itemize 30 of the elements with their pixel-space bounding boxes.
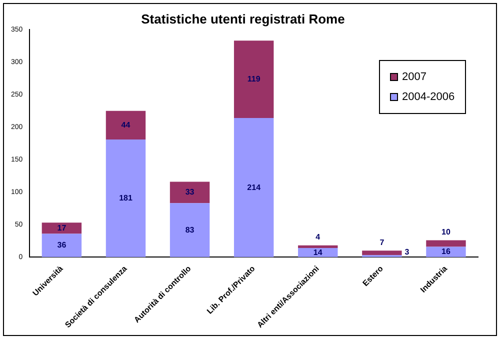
bar: [170, 182, 210, 204]
legend-label: 2007: [401, 70, 428, 85]
data-label: 214: [247, 182, 262, 192]
data-label: 119: [247, 74, 261, 84]
bar: [106, 139, 146, 258]
data-label: 36: [57, 240, 67, 250]
bar: [362, 250, 402, 256]
bar: [170, 203, 210, 258]
bar: [426, 240, 466, 247]
data-label: 181: [119, 193, 133, 202]
bar: [298, 248, 338, 258]
bar: [42, 222, 82, 234]
bar: [298, 245, 338, 248]
chart-title: Statistiche utenti registrati Rome: [141, 11, 345, 26]
data-label: 16: [442, 247, 451, 256]
data-label: 3: [404, 247, 410, 256]
data-label: 14: [313, 248, 323, 257]
legend-label: 2004-2006: [401, 90, 455, 105]
bar: [234, 40, 274, 118]
bar: [106, 110, 146, 140]
data-label: 17: [57, 223, 67, 232]
data-label: 44: [121, 120, 131, 130]
data-label: 7: [380, 238, 385, 247]
data-label: 33: [185, 188, 195, 197]
data-label: 10: [442, 227, 451, 236]
bar: [234, 118, 274, 258]
data-label: 83: [185, 225, 195, 234]
data-label: 4: [316, 232, 321, 242]
bar: [42, 234, 82, 258]
bar: [426, 246, 466, 258]
